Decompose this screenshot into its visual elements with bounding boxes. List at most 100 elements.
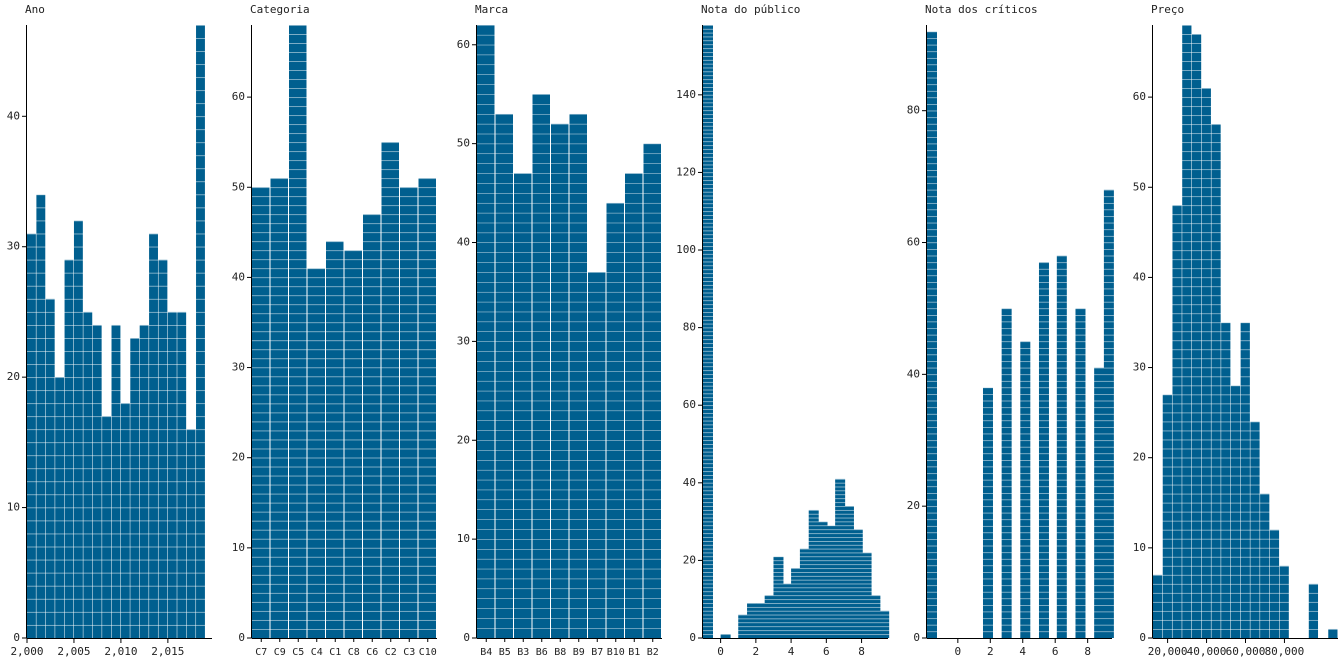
x-tick-label: C10 [419,647,437,658]
x-tick-label: C3 [403,647,415,658]
y-tick-label: 80 [683,321,696,334]
panel-title: Ano [25,3,45,16]
y-tick-label: 10 [457,532,470,545]
x-tick-label: B4 [480,647,492,658]
bar [1001,308,1012,638]
bar [799,548,810,638]
x-tick-label: 2 [987,645,994,658]
bar [1260,493,1270,638]
y-tick-label: 140 [676,88,696,101]
y-tick-label: 20 [7,370,20,383]
x-tick-label: C8 [348,647,360,658]
y-tick-label: 50 [1133,180,1146,193]
bar [418,178,436,638]
bar [1328,628,1338,638]
y-tick-label: 40 [232,270,245,283]
bar [495,113,513,638]
bar [588,272,606,638]
bar [1269,529,1280,638]
bar [1020,341,1031,638]
y-tick-label: 20 [907,499,920,512]
bar [167,311,177,638]
bar [532,94,550,639]
bar [643,143,661,639]
x-tick-label: C4 [311,647,323,658]
x-tick-label: 2,010 [104,645,137,658]
bar [1250,421,1260,638]
bar [569,113,587,638]
panel-title: Categoria [250,3,310,16]
bar [1308,583,1319,638]
y-tick-label: 60 [1133,90,1146,103]
x-tick-label: 0 [717,645,724,658]
y-tick-label: 20 [232,451,245,464]
x-tick-label: B2 [647,647,659,658]
x-tick-label: B9 [573,647,585,658]
x-tick-label: B5 [499,647,511,658]
bar [36,194,46,638]
x-tick-label: 60,000 [1226,645,1266,658]
y-tick-label: 120 [676,165,696,178]
bar [1240,322,1250,638]
bar [1182,25,1192,638]
x-tick-label: 0 [955,645,962,658]
bar [186,429,196,638]
x-tick-label: B6 [536,647,548,658]
panel-title: Nota dos críticos [925,3,1038,16]
x-tick-label: C9 [274,647,286,658]
y-tick-label: 0 [689,631,696,644]
bar [764,595,775,638]
y-tick-label: 30 [232,361,245,374]
x-tick-label: B1 [628,647,640,658]
y-tick-label: 40 [907,367,920,380]
bar [1075,308,1086,638]
bar [326,241,344,638]
x-tick-label: C2 [385,647,397,658]
y-tick-label: 40 [683,476,696,489]
y-tick-label: 50 [457,137,470,150]
bar [1094,367,1105,638]
x-tick-label: 80,000 [1265,645,1305,658]
bar [1221,322,1231,638]
bar [835,478,846,638]
y-tick-label: 30 [1133,361,1146,374]
y-tick-label: 20 [1133,451,1146,464]
x-tick-label: 6 [823,645,830,658]
bar [102,416,112,638]
bar [64,259,74,638]
bar [92,324,102,638]
y-tick-label: 60 [683,398,696,411]
x-tick-label: 2,005 [57,645,90,658]
bar [1191,34,1202,638]
y-tick-label: 10 [232,541,245,554]
bar [270,178,288,638]
x-tick-label: C6 [366,647,378,658]
bar [870,595,881,638]
x-tick-label: B8 [554,647,566,658]
x-tick-label: B10 [607,647,625,658]
bar [120,403,130,638]
bar [514,173,532,638]
x-tick-label: 2,015 [151,645,184,658]
bar [1056,255,1067,639]
bar [773,556,784,638]
y-tick-label: 30 [457,334,470,347]
bar [791,568,802,638]
x-tick-label: C5 [292,647,304,658]
bar [177,311,187,638]
bar [158,259,168,638]
bar [307,268,325,638]
y-tick-label: 40 [1133,270,1146,283]
x-tick-label: 8 [858,645,865,658]
bar [1279,565,1289,638]
bar [363,214,381,638]
x-tick-label: 4 [1019,645,1026,658]
y-tick-label: 10 [7,501,20,514]
bar [1038,262,1049,638]
bar [927,31,937,639]
bar [826,525,837,638]
bar [755,603,766,638]
y-tick-label: 0 [463,631,470,644]
bar [852,529,863,638]
